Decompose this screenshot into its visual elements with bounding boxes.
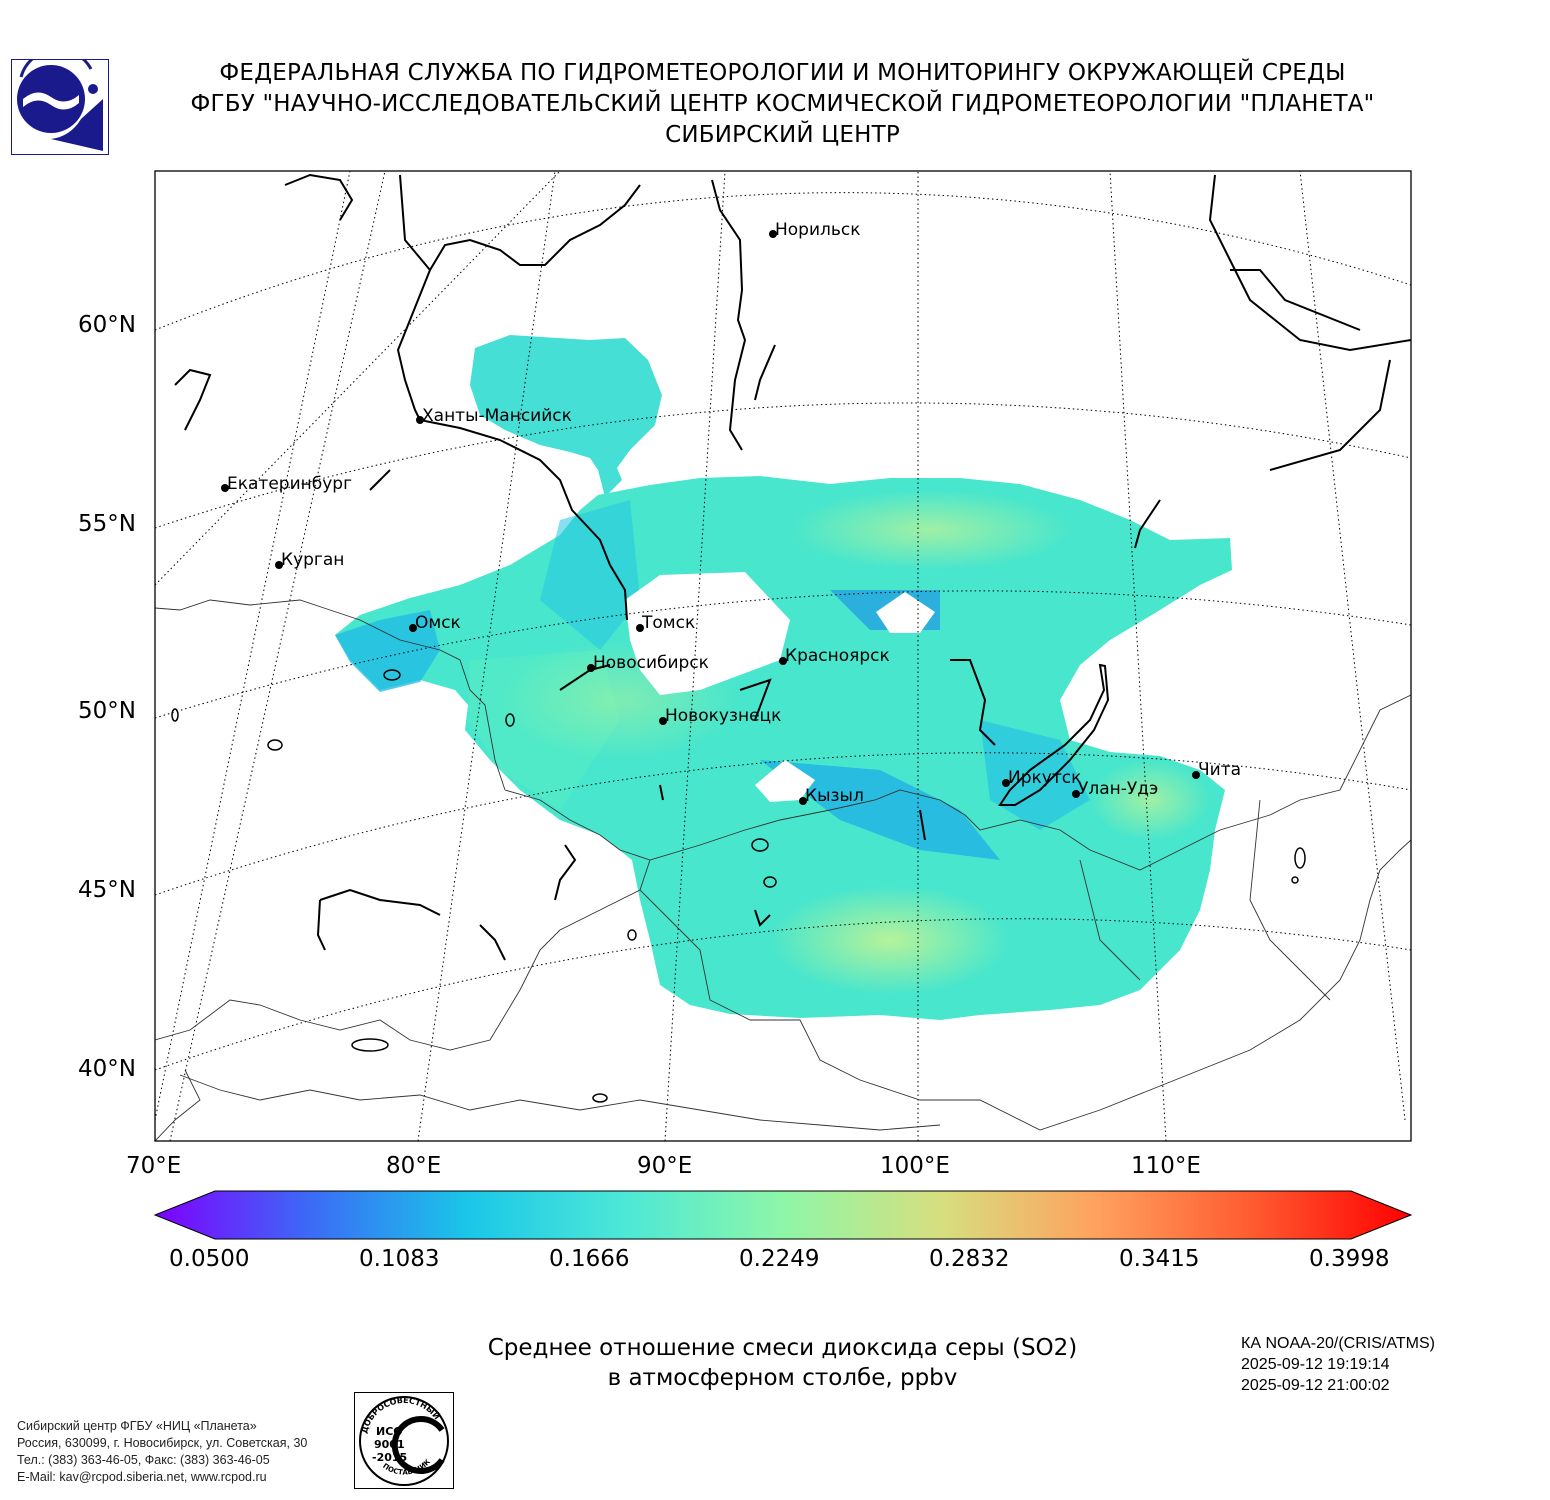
so2-low-central xyxy=(760,760,1000,860)
caption-line-2: в атмосферном столбе, ppbv xyxy=(607,1365,958,1391)
graticule-parallels xyxy=(155,192,1411,1071)
city-label-chita: Чита xyxy=(1198,760,1241,780)
city-marker-irkutsk xyxy=(1002,779,1010,787)
rivers-lakes xyxy=(174,173,1411,961)
header-line-2: ФГБУ "НАУЧНО-ИССЛЕДОВАТЕЛЬСКИЙ ЦЕНТР КОС… xyxy=(190,91,1375,117)
footer-address: Россия, 630099, г. Новосибирск, ул. Сове… xyxy=(17,1436,308,1450)
iso-badge-logo: ДОБРОСОВЕСТНЫЙ ПОСТАВЩИК ИСО 9001 -2015 xyxy=(354,1392,454,1489)
country-borders xyxy=(155,599,1411,1141)
small-lakes xyxy=(171,669,1306,1103)
satellite-info: КА NOAA-20/(CRIS/ATMS) 2025-09-12 19:19:… xyxy=(1241,1333,1435,1396)
map-canvas: Норильск Ханты-Мансийск Екатеринбург Кур… xyxy=(153,170,1413,1240)
city-marker-novokuznetsk xyxy=(659,717,667,725)
satellite-name: КА NOAA-20/(CRIS/ATMS) xyxy=(1241,1335,1435,1352)
city-label-khanty-mansiysk: Ханты-Мансийск xyxy=(422,406,572,426)
lon-label-70: 70°E xyxy=(126,1153,182,1179)
colorbar-tick-6: 0.3998 xyxy=(1309,1246,1390,1272)
iso-line-3: -2015 xyxy=(372,1451,407,1464)
city-label-ulan-ude: Улан-Удэ xyxy=(1078,779,1158,799)
city-marker-kyzyl xyxy=(799,797,807,805)
lon-label-90: 90°E xyxy=(637,1153,693,1179)
so2-high-north xyxy=(790,490,1070,570)
map-caption: Среднее отношение смеси диоксида серы (S… xyxy=(395,1333,1170,1393)
iso-line-1: ИСО xyxy=(376,1425,403,1438)
lat-label-60: 60°N xyxy=(78,312,136,338)
map-frame xyxy=(154,170,1412,1142)
city-label-yekaterinburg: Екатеринбург xyxy=(227,474,352,494)
lon-label-80: 80°E xyxy=(386,1153,442,1179)
city-label-krasnoyarsk: Красноярск xyxy=(785,646,890,666)
city-marker-kurgan xyxy=(275,561,283,569)
city-marker-omsk xyxy=(409,624,417,632)
lon-label-110: 110°E xyxy=(1131,1153,1201,1179)
colorbar-tick-3: 0.2249 xyxy=(739,1246,820,1272)
satellite-end-time: 2025-09-12 21:00:02 xyxy=(1241,1377,1390,1394)
footer-contacts: Сибирский центр ФГБУ «НИЦ «Планета» Росс… xyxy=(17,1418,307,1486)
city-marker-ulan-ude xyxy=(1072,790,1080,798)
city-marker-chita xyxy=(1192,771,1200,779)
satellite-start-time: 2025-09-12 19:19:14 xyxy=(1241,1356,1390,1373)
header: ФЕДЕРАЛЬНАЯ СЛУЖБА ПО ГИДРОМЕТЕОРОЛОГИИ … xyxy=(130,58,1435,151)
header-line-3: СИБИРСКИЙ ЦЕНТР xyxy=(665,122,900,148)
so2-tone-2 xyxy=(540,500,640,650)
header-line-1: ФЕДЕРАЛЬНАЯ СЛУЖБА ПО ГИДРОМЕТЕОРОЛОГИИ … xyxy=(219,60,1346,86)
lat-label-55: 55°N xyxy=(78,511,136,537)
so2-gap-kyzyl xyxy=(755,760,815,802)
city-label-kurgan: Курган xyxy=(281,550,344,570)
colorbar-tick-4: 0.2832 xyxy=(929,1246,1010,1272)
so2-high-east xyxy=(1090,760,1210,840)
city-label-irkutsk: Иркутск xyxy=(1008,768,1081,788)
colorbar-tick-2: 0.1666 xyxy=(549,1246,630,1272)
colorbar xyxy=(153,1190,1413,1240)
city-label-kyzyl: Кызыл xyxy=(805,786,864,806)
city-marker-krasnoyarsk xyxy=(779,657,787,665)
roshydromet-logo xyxy=(11,59,109,155)
footer-phone: Тел.: (383) 363-46-05, Факс: (383) 363-4… xyxy=(17,1453,270,1467)
graticule-meridians xyxy=(155,171,1406,1141)
so2-gap-tomsk xyxy=(625,572,790,695)
so2-high-mongolia xyxy=(770,885,1010,995)
iso-line-2: 9001 xyxy=(374,1438,405,1451)
city-marker-novosibirsk xyxy=(587,664,595,672)
so2-gap-north xyxy=(876,592,935,633)
colorbar-tick-5: 0.3415 xyxy=(1119,1246,1200,1272)
city-label-novokuznetsk: Новокузнецк xyxy=(665,706,781,726)
city-label-norilsk: Норильск xyxy=(775,220,861,240)
city-marker-tomsk xyxy=(636,624,644,632)
city-marker-khanty-mansiysk xyxy=(416,416,424,424)
footer-email: E-Mail: kav@rcpod.siberia.net, www.rcpod… xyxy=(17,1470,267,1484)
caption-line-1: Среднее отношение смеси диоксида серы (S… xyxy=(487,1335,1078,1361)
colorbar-tick-0: 0.0500 xyxy=(169,1246,250,1272)
lon-label-100: 100°E xyxy=(880,1153,950,1179)
so2-field-north xyxy=(470,335,662,497)
city-marker-yekaterinburg xyxy=(221,484,229,492)
lat-label-45: 45°N xyxy=(78,877,136,903)
lat-label-40: 40°N xyxy=(78,1056,136,1082)
city-label-novosibirsk: Новосибирск xyxy=(593,653,709,673)
city-label-omsk: Омск xyxy=(415,613,461,633)
city-markers xyxy=(221,230,1200,805)
colorbar-tick-1: 0.1083 xyxy=(359,1246,440,1272)
footer-org: Сибирский центр ФГБУ «НИЦ «Планета» xyxy=(17,1419,257,1433)
lat-label-50: 50°N xyxy=(78,698,136,724)
city-label-tomsk: Томск xyxy=(641,613,695,633)
city-marker-norilsk xyxy=(769,230,777,238)
